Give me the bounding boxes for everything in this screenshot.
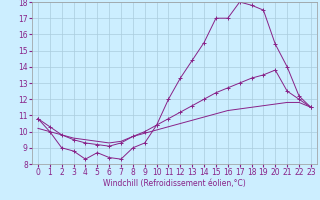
X-axis label: Windchill (Refroidissement éolien,°C): Windchill (Refroidissement éolien,°C) [103, 179, 246, 188]
